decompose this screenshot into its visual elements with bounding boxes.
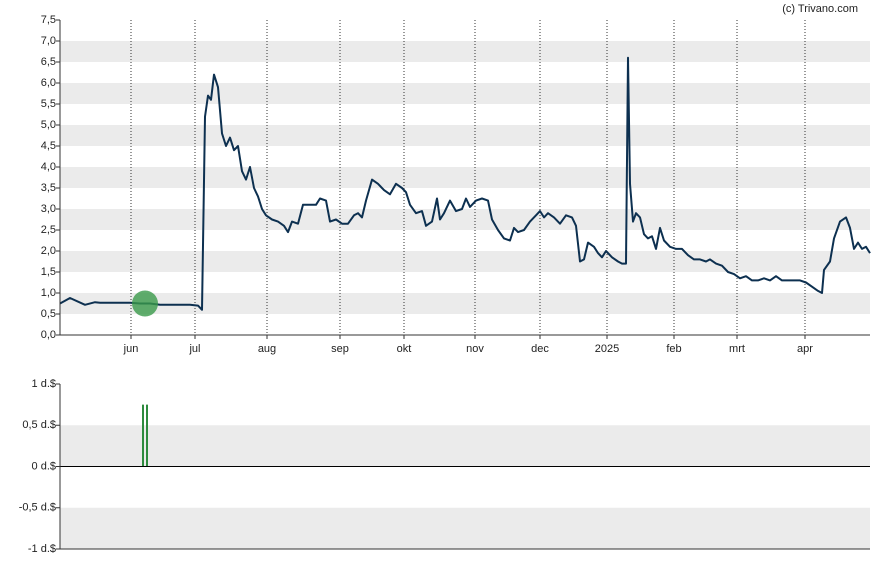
grid-band (60, 83, 870, 104)
x-tick-label: nov (466, 343, 484, 355)
x-tick-label: mrt (729, 343, 745, 355)
grid-band (60, 209, 870, 230)
credit: (c) Trivano.com (782, 3, 858, 15)
y-tick-label: 0 d.$ (32, 460, 56, 472)
y-tick-label: 7,5 (41, 14, 56, 26)
y-tick-label: 4,5 (41, 140, 56, 152)
y-tick-label: 7,0 (41, 35, 56, 47)
x-tick-label: dec (531, 343, 549, 355)
y-tick-label: -0,5 d.$ (19, 502, 56, 514)
x-tick-label: 2025 (595, 343, 619, 355)
grid-band (60, 425, 870, 467)
bar (142, 404, 144, 467)
y-tick-label: 5,0 (41, 119, 56, 131)
y-tick-label: 1,5 (41, 266, 56, 278)
y-tick-label: 0,5 d.$ (22, 419, 56, 431)
x-tick-label: feb (666, 343, 681, 355)
x-tick-label: okt (397, 343, 412, 355)
x-tick-label: sep (331, 343, 349, 355)
y-tick-label: 1,0 (41, 287, 56, 299)
grid-band (60, 125, 870, 146)
x-tick-label: jun (123, 343, 139, 355)
x-tick-label: apr (797, 343, 813, 355)
y-tick-label: 6,0 (41, 77, 56, 89)
grid-band (60, 251, 870, 272)
y-tick-label: 2,0 (41, 245, 56, 257)
price-line (59, 56, 871, 311)
grid-band (60, 167, 870, 188)
grid-band (60, 293, 870, 314)
dividend-marker (132, 290, 158, 317)
y-tick-label: 3,0 (41, 203, 56, 215)
y-tick-label: 4,0 (41, 161, 56, 173)
y-tick-label: 2,5 (41, 224, 56, 236)
y-tick-label: 1 d.$ (32, 378, 56, 390)
y-tick-label: 0,0 (41, 329, 56, 341)
x-tick-label: jul (188, 343, 200, 355)
grid-band (60, 41, 870, 62)
y-tick-label: -1 d.$ (28, 543, 56, 555)
y-tick-label: 5,5 (41, 98, 56, 110)
y-tick-label: 3,5 (41, 182, 56, 194)
grid-band (60, 507, 870, 549)
y-tick-label: 0,5 (41, 308, 56, 320)
bar (146, 404, 148, 467)
y-tick-label: 6,5 (41, 56, 56, 68)
x-tick-label: aug (258, 343, 276, 355)
